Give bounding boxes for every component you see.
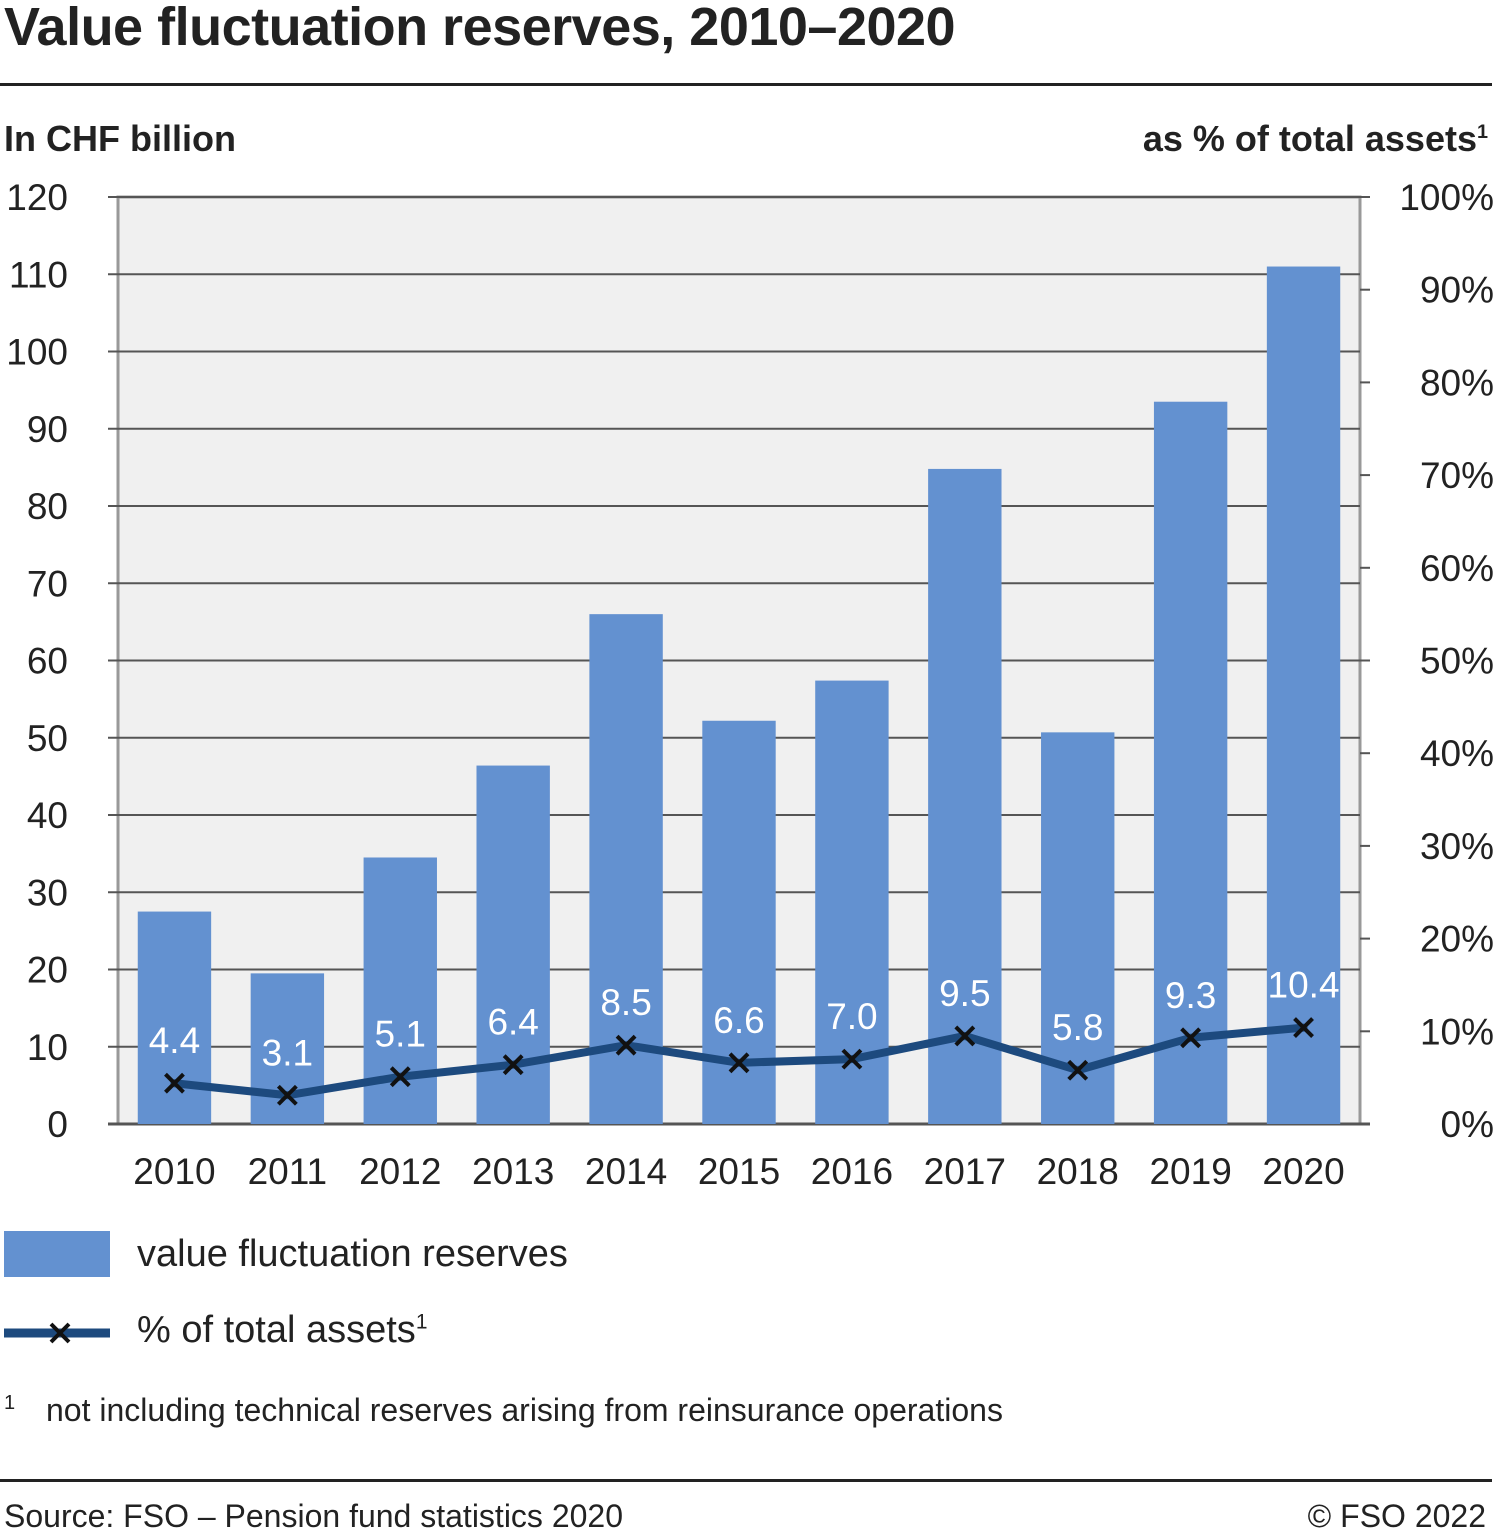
left-tick-label: 30	[27, 872, 68, 913]
data-label-2017: 9.5	[939, 973, 990, 1014]
legend-swatch-bars	[4, 1231, 110, 1277]
data-label-2018: 5.8	[1052, 1007, 1103, 1048]
data-label-2012: 5.1	[375, 1014, 426, 1055]
x-tick-label-2015: 2015	[698, 1151, 780, 1192]
right-tick-label: 90%	[1420, 270, 1494, 311]
right-tick-label: 0%	[1441, 1104, 1494, 1145]
x-tick-label-2010: 2010	[133, 1151, 215, 1192]
right-tick-label: 40%	[1420, 733, 1494, 774]
right-tick-label: 20%	[1420, 919, 1494, 960]
line-marker-2010	[164, 1072, 185, 1094]
left-axis-unit-label: In CHF billion	[4, 118, 236, 159]
data-label-2014: 8.5	[600, 982, 651, 1023]
left-tick-label: 90	[27, 409, 68, 450]
chart-title: Value fluctuation reserves, 2010–2020	[4, 0, 956, 57]
line-marker-2014	[615, 1034, 637, 1056]
right-tick-label: 60%	[1420, 548, 1494, 589]
data-label-2019: 9.3	[1165, 975, 1216, 1016]
data-label-2011: 3.1	[262, 1032, 313, 1073]
footnote-number: 1	[4, 1392, 16, 1414]
x-tick-label-2017: 2017	[924, 1151, 1006, 1192]
right-tick-label: 80%	[1420, 362, 1494, 403]
right-axis-unit-text: as % of total assets	[1142, 118, 1477, 159]
line-marker-2016	[841, 1048, 863, 1070]
legend-label-line: % of total assets1	[137, 1309, 427, 1352]
footnote-text: not including technical reserves arising…	[46, 1392, 1003, 1428]
left-tick-label: 0	[47, 1104, 68, 1145]
right-tick-label: 70%	[1420, 455, 1494, 496]
x-tick-label-2016: 2016	[811, 1151, 893, 1192]
x-tick-label-2013: 2013	[472, 1151, 554, 1192]
line-marker-2011	[276, 1084, 298, 1106]
legend-label-bars: value fluctuation reserves	[137, 1233, 568, 1275]
right-axis-unit-label: as % of total assets1	[1143, 118, 1488, 160]
left-tick-label: 10	[27, 1027, 68, 1068]
line-marker-2013	[502, 1054, 524, 1076]
bar-2010	[137, 911, 212, 1124]
left-tick-label: 40	[27, 795, 68, 836]
bar-2017	[928, 468, 1002, 1124]
x-tick-label-2011: 2011	[248, 1151, 328, 1192]
x-tick-label-2019: 2019	[1149, 1151, 1231, 1192]
footer-divider	[0, 1479, 1492, 1482]
left-tick-label: 100	[6, 332, 68, 373]
line-marker-2015	[728, 1052, 750, 1074]
combo-chart: 0 10 20 30 40 50 60 70 80 90 100 110 120 0% 10% 20% 30% 4…	[6, 177, 1494, 1192]
line-marker-2020	[1293, 1017, 1314, 1039]
x-tick-label-2020: 2020	[1262, 1151, 1344, 1192]
source-note: Source: FSO – Pension fund statistics 20…	[4, 1498, 623, 1534]
bar-2020	[1266, 266, 1341, 1124]
right-tick-label: 100%	[1399, 177, 1494, 218]
line-marker-2012	[389, 1066, 411, 1088]
left-tick-label: 60	[27, 641, 68, 682]
left-tick-label: 70	[27, 563, 68, 604]
data-label-2015: 6.6	[713, 1000, 764, 1041]
data-label-2020: 10.4	[1268, 965, 1340, 1006]
left-tick-label: 20	[27, 950, 68, 991]
left-tick-label: 110	[9, 254, 68, 295]
x-tick-label-2014: 2014	[585, 1151, 667, 1192]
left-tick-label: 80	[27, 486, 68, 527]
data-label-2010: 4.4	[149, 1020, 200, 1061]
line-marker-2019	[1180, 1027, 1202, 1049]
line-marker-2017	[954, 1025, 976, 1047]
right-tick-label: 50%	[1420, 641, 1494, 682]
title-divider	[0, 83, 1492, 86]
line-marker-2018	[1067, 1059, 1089, 1081]
bar-2014	[589, 614, 663, 1124]
data-label-2013: 6.4	[487, 1002, 538, 1043]
x-tick-label-2012: 2012	[359, 1151, 441, 1192]
bar-2019	[1153, 401, 1228, 1124]
legend-swatch-line	[4, 1322, 110, 1344]
copyright-note: © FSO 2022	[1307, 1498, 1486, 1534]
left-tick-label: 50	[27, 718, 68, 759]
right-axis-footnote-marker: 1	[1476, 121, 1488, 143]
legend-line-text: % of total assets	[137, 1309, 416, 1351]
x-tick-label-2018: 2018	[1037, 1151, 1119, 1192]
legend-line-footnote-marker: 1	[415, 1310, 428, 1334]
left-tick-label: 120	[6, 177, 68, 218]
data-label-2016: 7.0	[826, 996, 877, 1037]
right-tick-label: 10%	[1420, 1011, 1494, 1052]
right-tick-label: 30%	[1420, 826, 1494, 867]
